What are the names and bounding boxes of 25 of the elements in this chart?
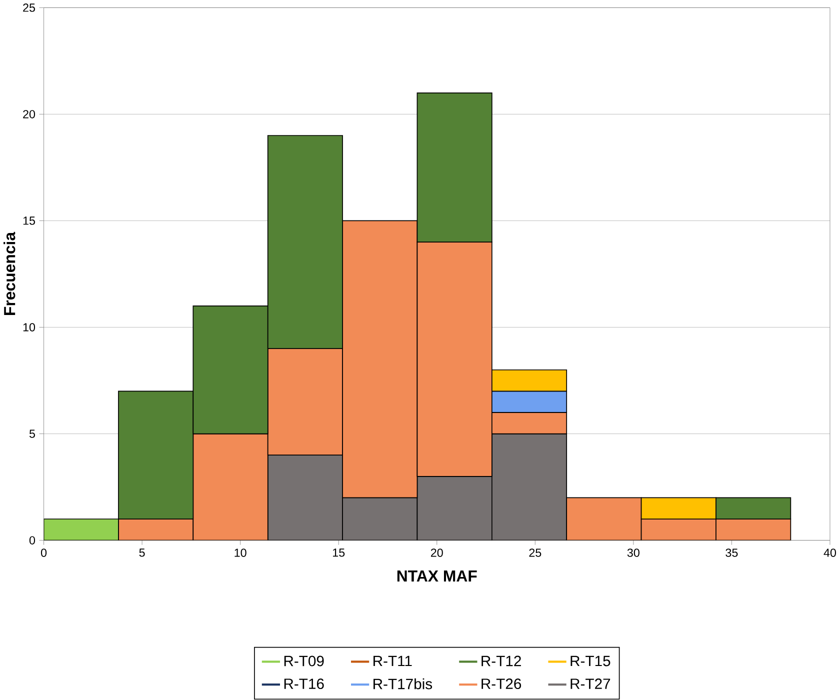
legend-label: R-T15 [570,656,610,666]
x-tick-label: 20 [430,548,443,558]
legend-label: R-T17bis [374,678,432,690]
legend-label: R-T09 [284,656,324,666]
y-tick-label: 10 [23,323,36,332]
legend-label: R-T26 [482,678,522,690]
y-tick-label: 5 [29,430,35,438]
x-tick-label: 30 [627,548,640,558]
x-tick-label: 35 [726,548,738,558]
x-tick-label: 15 [332,548,345,557]
y-tick-label: 25 [23,4,35,12]
x-tick-label: 5 [139,548,145,557]
x-tick-label: 0 [40,548,47,558]
y-tick-label: 20 [23,110,36,119]
legend-label: R-T27 [570,678,610,690]
x-tick-label: 40 [824,548,836,558]
x-axis-title: NTAX MAF [397,570,477,582]
y-tick-label: 0 [29,536,36,545]
legend-label: R-T16 [284,678,324,690]
x-tick-label: 10 [234,548,246,558]
x-tick-label: 25 [529,548,542,558]
y-tick-label: 15 [23,216,35,225]
y-axis-title: Frecuencia [4,232,16,316]
legend-label: R-T12 [482,656,521,666]
legend-label: R-T11 [374,656,412,666]
